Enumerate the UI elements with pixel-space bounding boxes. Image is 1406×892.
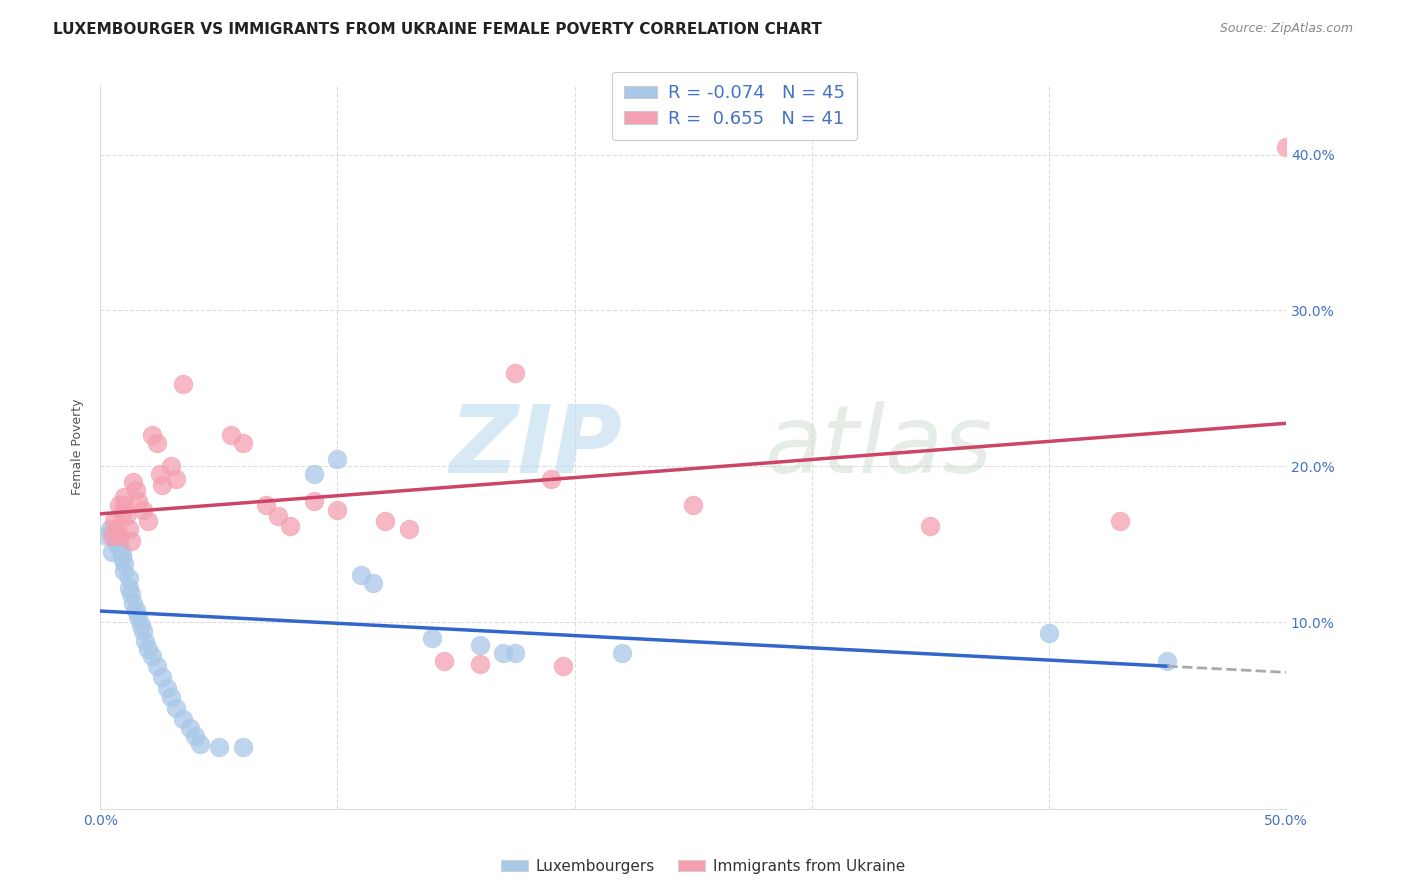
Point (129, 618, 152, 632)
Point (115, 509, 138, 524)
Point (136, 641, 159, 656)
Point (101, 529, 124, 543)
Point (302, 493, 325, 508)
Point (110, 506, 132, 520)
Point (110, 549, 132, 564)
Point (231, 436, 253, 450)
Point (492, 646, 515, 660)
Point (134, 633, 156, 648)
Point (101, 545, 124, 559)
Point (361, 576, 384, 591)
Point (112, 498, 135, 512)
Point (420, 631, 443, 645)
Point (551, 658, 574, 673)
Point (98, 522, 121, 536)
Point (150, 670, 173, 684)
Point (503, 646, 526, 660)
Point (468, 657, 491, 672)
Point (160, 459, 183, 474)
Point (540, 472, 562, 486)
Point (120, 587, 142, 601)
Y-axis label: Female Poverty: Female Poverty (72, 399, 84, 495)
Point (141, 428, 163, 442)
Point (125, 483, 148, 497)
Point (156, 681, 179, 695)
Point (1275, 140, 1298, 154)
Point (231, 739, 253, 754)
Point (254, 498, 277, 512)
Point (108, 534, 131, 549)
Point (108, 541, 131, 555)
Point (302, 467, 325, 481)
Point (278, 518, 301, 533)
Point (172, 712, 194, 726)
Point (188, 737, 211, 751)
Point (179, 721, 201, 735)
Point (105, 529, 128, 543)
Point (103, 529, 125, 543)
Point (112, 564, 135, 578)
Text: atlas: atlas (765, 401, 993, 492)
Point (150, 478, 173, 492)
Point (503, 366, 526, 380)
Point (118, 581, 141, 595)
Point (682, 498, 704, 512)
Point (108, 529, 131, 543)
Point (120, 534, 142, 549)
Point (267, 509, 290, 524)
Point (374, 514, 396, 528)
Point (398, 522, 420, 536)
Point (160, 690, 183, 704)
Point (105, 522, 128, 536)
Point (165, 700, 187, 714)
Point (326, 451, 349, 466)
Point (146, 436, 169, 450)
Point (112, 491, 135, 505)
Point (326, 503, 349, 517)
Point (219, 428, 242, 442)
Point (184, 729, 207, 743)
Point (165, 472, 187, 486)
Point (136, 514, 159, 528)
Point (132, 503, 155, 517)
Point (108, 498, 131, 512)
Text: ZIP: ZIP (449, 401, 621, 492)
Point (122, 475, 145, 489)
Point (1038, 626, 1060, 640)
Point (433, 654, 456, 668)
Point (172, 376, 194, 391)
Point (610, 646, 633, 660)
Text: Source: ZipAtlas.com: Source: ZipAtlas.com (1219, 22, 1353, 36)
Point (468, 639, 491, 653)
Point (1156, 654, 1178, 668)
Point (141, 649, 163, 664)
Point (112, 556, 135, 570)
Point (103, 514, 125, 528)
Point (1109, 514, 1132, 528)
Text: LUXEMBOURGER VS IMMIGRANTS FROM UKRAINE FEMALE POVERTY CORRELATION CHART: LUXEMBOURGER VS IMMIGRANTS FROM UKRAINE … (53, 22, 823, 37)
Point (122, 596, 145, 610)
Point (105, 537, 128, 551)
Point (127, 493, 149, 508)
Point (920, 518, 942, 533)
Point (96, 529, 118, 543)
Legend: R = -0.074   N = 45, R =  0.655   N = 41: R = -0.074 N = 45, R = 0.655 N = 41 (612, 72, 858, 140)
Point (110, 545, 132, 559)
Point (148, 467, 170, 481)
Point (350, 568, 373, 582)
Point (118, 572, 141, 586)
Legend: Luxembourgers, Immigrants from Ukraine: Luxembourgers, Immigrants from Ukraine (495, 853, 911, 880)
Point (208, 739, 231, 754)
Point (125, 602, 148, 616)
Point (127, 610, 149, 624)
Point (118, 522, 141, 536)
Point (132, 624, 155, 639)
Point (146, 658, 169, 673)
